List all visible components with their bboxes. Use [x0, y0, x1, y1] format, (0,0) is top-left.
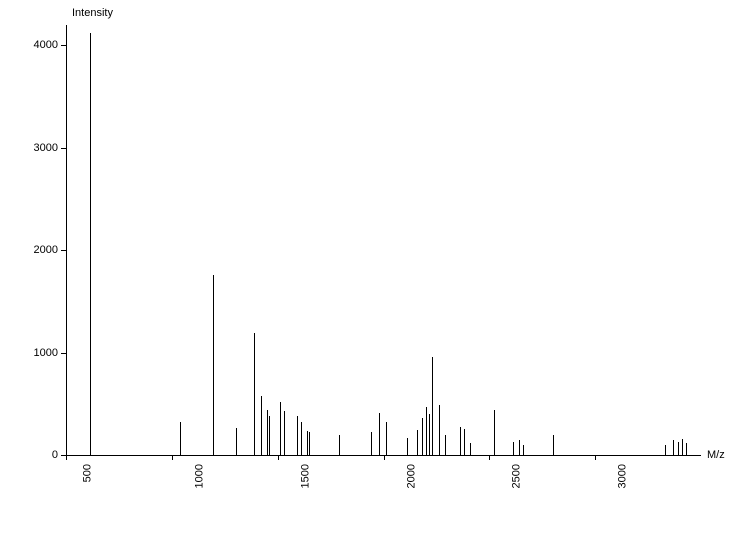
x-tick	[489, 455, 490, 460]
y-tick-label: 0	[0, 449, 58, 461]
spectrum-peak	[284, 411, 285, 455]
y-tick-label: 4000	[0, 39, 58, 51]
y-tick	[61, 45, 66, 46]
spectrum-peak	[180, 422, 181, 455]
spectrum-peak	[422, 418, 423, 455]
spectrum-peak	[426, 407, 427, 455]
x-tick-label: 2500	[511, 464, 523, 488]
spectrum-peak	[464, 429, 465, 455]
spectrum-peak	[523, 445, 524, 455]
spectrum-peak	[445, 435, 446, 455]
x-tick	[66, 455, 67, 460]
x-tick-label: 1000	[193, 464, 205, 488]
x-tick	[384, 455, 385, 460]
spectrum-peak	[553, 435, 554, 455]
y-tick-label: 1000	[0, 347, 58, 359]
spectrum-peak	[386, 422, 387, 455]
spectrum-peak	[261, 396, 262, 455]
spectrum-peak	[678, 442, 679, 455]
spectrum-peak	[66, 404, 67, 455]
spectrum-peak	[432, 357, 433, 455]
spectrum-peak	[470, 443, 471, 455]
spectrum-peak	[254, 333, 255, 455]
spectrum-peak	[439, 405, 440, 455]
x-tick-label: 2000	[405, 464, 417, 488]
x-tick-label: 1500	[299, 464, 311, 488]
spectrum-peak	[339, 435, 340, 455]
spectrum-peak	[379, 413, 380, 455]
spectrum-peak	[213, 275, 214, 455]
spectrum-peak	[269, 416, 270, 455]
x-axis-label: M/z	[707, 449, 725, 461]
spectrum-peak	[673, 440, 674, 455]
y-axis	[66, 25, 67, 455]
x-tick	[595, 455, 596, 460]
x-tick	[172, 455, 173, 460]
spectrum-peak	[665, 445, 666, 455]
spectrum-peak	[309, 432, 310, 455]
spectrum-peak	[407, 438, 408, 455]
y-tick	[61, 250, 66, 251]
spectrum-peak	[301, 422, 302, 455]
spectrum-peak	[307, 431, 308, 455]
x-tick	[278, 455, 279, 460]
spectrum-peak	[280, 402, 281, 455]
y-tick-label: 3000	[0, 142, 58, 154]
y-tick	[61, 148, 66, 149]
spectrum-peak	[429, 414, 430, 455]
spectrum-peak	[90, 33, 91, 455]
spectrum-peak	[682, 439, 683, 455]
x-tick-label: 3000	[617, 464, 629, 488]
y-axis-label: Intensity	[72, 7, 113, 19]
spectrum-peak	[267, 410, 268, 455]
x-tick-label: 500	[81, 464, 93, 482]
spectrum-peak	[494, 410, 495, 455]
spectrum-peak	[297, 416, 298, 455]
spectrum-peak	[417, 430, 418, 455]
y-tick	[61, 353, 66, 354]
spectrum-peak	[519, 440, 520, 455]
spectrum-peak	[460, 427, 461, 455]
spectrum-peak	[371, 432, 372, 455]
spectrum-peak	[513, 442, 514, 455]
spectrum-peak	[236, 428, 237, 455]
y-tick-label: 2000	[0, 244, 58, 256]
spectrum-peak	[686, 443, 687, 455]
